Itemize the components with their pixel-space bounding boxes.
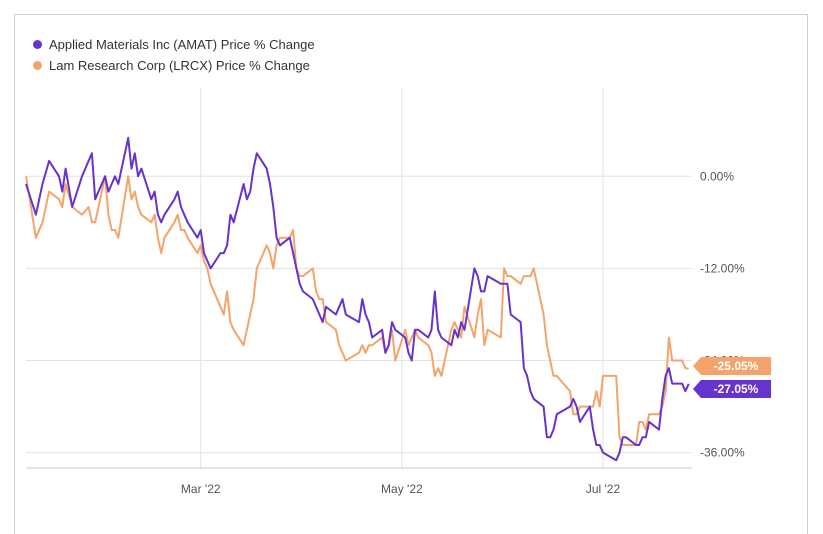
legend-item-amat[interactable]: Applied Materials Inc (AMAT) Price % Cha…	[33, 34, 315, 55]
end-label-amat-tag	[693, 380, 771, 398]
x-tick-label: Jul '22	[586, 482, 621, 496]
end-label-lrcx: -25.05%	[714, 359, 759, 373]
end-label-amat: -27.05%	[714, 382, 759, 396]
legend-marker-lrcx	[33, 61, 42, 70]
y-tick-label: -12.00%	[700, 261, 745, 275]
series-line-lrcx	[25, 175, 689, 446]
chart-frame	[14, 14, 808, 534]
x-tick-label: Mar '22	[181, 482, 221, 496]
y-tick-label: -36.00%	[700, 446, 745, 460]
x-tick-label: May '22	[381, 482, 423, 496]
end-label-lrcx-tag	[693, 357, 771, 375]
chart-legend: Applied Materials Inc (AMAT) Price % Cha…	[33, 34, 315, 76]
y-tick-label: 0.00%	[700, 169, 734, 183]
legend-marker-amat	[33, 40, 42, 49]
legend-item-lrcx[interactable]: Lam Research Corp (LRCX) Price % Change	[33, 55, 315, 76]
legend-label-lrcx: Lam Research Corp (LRCX) Price % Change	[49, 58, 310, 73]
series-line-amat	[25, 136, 690, 462]
legend-label-amat: Applied Materials Inc (AMAT) Price % Cha…	[49, 37, 315, 52]
